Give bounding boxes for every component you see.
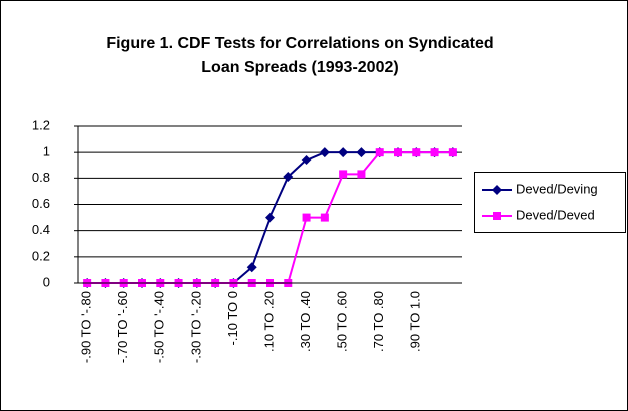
marker (301, 155, 312, 166)
y-tick-label: 0.2 (32, 248, 50, 263)
y-tick-label: 0.8 (32, 170, 50, 185)
marker (302, 213, 311, 222)
x-tick-label: .50 TO .60 (335, 291, 350, 352)
marker (357, 170, 366, 179)
y-tick-label: 1.2 (32, 117, 50, 132)
x-tick-label: .70 TO .80 (371, 291, 386, 352)
x-tick-label: -.70 TO '-.60 (115, 291, 130, 363)
marker (394, 148, 402, 157)
x-tick-label: -.10 TO 0 (225, 291, 240, 345)
marker (412, 148, 421, 157)
legend-label: Deved/Deving (516, 181, 598, 196)
marker (492, 185, 502, 195)
x-tick-label: .30 TO .40 (298, 291, 313, 352)
y-tick-label: 1 (43, 144, 50, 159)
x-tick-label: -.90 TO '-.80 (79, 291, 94, 363)
x-tick-label: -.50 TO '-.40 (152, 291, 167, 363)
y-tick-label: 0.4 (32, 222, 50, 237)
marker (375, 148, 384, 157)
marker (246, 262, 257, 273)
chart-title: Figure 1. CDF Tests for Correlations on … (106, 35, 493, 52)
marker (319, 147, 330, 158)
x-tick-label: .10 TO .20 (261, 291, 276, 352)
chart-title: Loan Spreads (1993-2002) (201, 59, 398, 76)
marker (339, 170, 348, 179)
legend-label: Deved/Deved (516, 207, 595, 222)
marker (320, 213, 329, 222)
marker (493, 212, 501, 220)
marker (430, 148, 439, 157)
x-tick-label: -.30 TO '-.20 (188, 291, 203, 363)
marker (448, 148, 457, 157)
y-tick-label: 0.6 (32, 196, 50, 211)
marker (356, 147, 367, 158)
y-tick-label: 0 (43, 274, 50, 289)
legend-box (474, 172, 626, 233)
marker (265, 212, 275, 223)
marker (338, 147, 349, 158)
x-tick-label: .90 TO 1.0 (408, 291, 423, 352)
marker (283, 172, 294, 183)
